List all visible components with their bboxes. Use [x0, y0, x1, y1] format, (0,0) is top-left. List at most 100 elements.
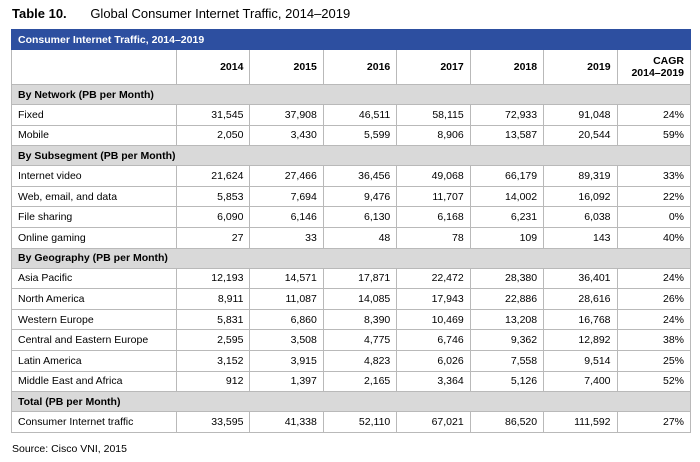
- value-cell: 2,050: [175, 124, 251, 147]
- value-cell: 52,110: [322, 411, 398, 433]
- value-cell: 14,571: [249, 267, 324, 290]
- value-cell: 6,231: [469, 206, 545, 228]
- value-cell: 3,364: [396, 370, 471, 393]
- row-label: Central and Eastern Europe: [11, 329, 177, 351]
- value-cell: 72,933: [469, 104, 545, 126]
- value-cell: 12,193: [175, 267, 251, 290]
- value-cell: 8,390: [322, 308, 398, 331]
- value-cell: 36,401: [543, 267, 618, 290]
- value-cell: 3,508: [249, 329, 324, 351]
- value-cell: 41,338: [249, 411, 324, 433]
- section-title: By Subsegment (PB per Month): [11, 145, 691, 167]
- value-cell: 4,775: [322, 329, 398, 351]
- value-cell: 5,599: [322, 124, 398, 147]
- section-header-row: By Subsegment (PB per Month): [11, 145, 691, 167]
- value-cell: 11,707: [396, 185, 471, 208]
- value-cell: 7,400: [543, 370, 618, 393]
- value-cell: 7,694: [249, 185, 324, 208]
- header-2014: 2014: [175, 49, 251, 85]
- table-row: Online gaming 27 33 48 78 109 143 40%: [11, 226, 692, 249]
- value-cell: 6,130: [322, 206, 398, 228]
- row-label: Asia Pacific: [11, 267, 177, 290]
- value-cell: 5,126: [469, 370, 545, 393]
- section-header-row: Total (PB per Month): [11, 391, 691, 413]
- value-cell: 3,915: [249, 349, 324, 372]
- header-2017: 2017: [396, 49, 471, 85]
- row-label: Online gaming: [11, 226, 177, 249]
- value-cell: 8,906: [396, 124, 471, 147]
- table-banner: Consumer Internet Traffic, 2014–2019: [11, 29, 691, 50]
- cagr-cell: 25%: [616, 349, 692, 372]
- section-title: Total (PB per Month): [11, 391, 691, 413]
- cagr-cell: 40%: [616, 226, 692, 249]
- column-header-row: 2014 2015 2016 2017 2018 2019 CAGR 2014–…: [11, 49, 692, 85]
- value-cell: 49,068: [396, 165, 471, 187]
- table-number: Table 10.: [12, 6, 67, 21]
- table-title: Global Consumer Internet Traffic, 2014–2…: [90, 6, 351, 21]
- cagr-cell: 52%: [616, 370, 692, 393]
- source-note: Source: Cisco VNI, 2015: [12, 443, 127, 455]
- value-cell: 143: [543, 226, 618, 249]
- cagr-cell: 38%: [616, 329, 692, 351]
- value-cell: 14,002: [469, 185, 545, 208]
- header-cagr-line1: CAGR: [653, 55, 684, 67]
- cagr-cell: 26%: [616, 288, 692, 310]
- value-cell: 17,943: [396, 288, 471, 310]
- table-row: Fixed 31,545 37,908 46,511 58,115 72,933 91,04…: [11, 104, 692, 126]
- value-cell: 67,021: [396, 411, 471, 433]
- header-cagr-line2: 2014–2019: [631, 67, 684, 79]
- row-label: Consumer Internet traffic: [11, 411, 177, 433]
- value-cell: 22,472: [396, 267, 471, 290]
- value-cell: 58,115: [396, 104, 471, 126]
- cagr-cell: 22%: [616, 185, 692, 208]
- value-cell: 6,746: [396, 329, 471, 351]
- value-cell: 66,179: [469, 165, 545, 187]
- cagr-cell: 27%: [616, 411, 692, 433]
- value-cell: 3,430: [249, 124, 324, 147]
- value-cell: 28,380: [469, 267, 545, 290]
- value-cell: 5,853: [175, 185, 251, 208]
- value-cell: 912: [175, 370, 251, 393]
- value-cell: 7,558: [469, 349, 545, 372]
- value-cell: 28,616: [543, 288, 618, 310]
- value-cell: 10,469: [396, 308, 471, 331]
- value-cell: 9,362: [469, 329, 545, 351]
- cagr-cell: 24%: [616, 308, 692, 331]
- value-cell: 111,592: [543, 411, 618, 433]
- header-2018: 2018: [469, 49, 545, 85]
- cagr-cell: 24%: [616, 267, 692, 290]
- table-row: File sharing 6,090 6,146 6,130 6,168 6,231 6,0…: [11, 206, 692, 228]
- value-cell: 16,768: [543, 308, 618, 331]
- value-cell: 9,476: [322, 185, 398, 208]
- value-cell: 31,545: [175, 104, 251, 126]
- table-row: Internet video 21,624 27,466 36,456 49,068 66…: [11, 165, 692, 187]
- value-cell: 1,397: [249, 370, 324, 393]
- table-row: North America 8,911 11,087 14,085 17,943 22,8…: [11, 288, 692, 310]
- row-label: Internet video: [11, 165, 177, 187]
- value-cell: 21,624: [175, 165, 251, 187]
- header-blank: [11, 49, 177, 85]
- value-cell: 12,892: [543, 329, 618, 351]
- cagr-cell: 33%: [616, 165, 692, 187]
- section-title: By Geography (PB per Month): [11, 247, 691, 269]
- value-cell: 33,595: [175, 411, 251, 433]
- header-2016: 2016: [322, 49, 398, 85]
- section-header-row: By Geography (PB per Month): [11, 247, 691, 269]
- table-row: Middle East and Africa 912 1,397 2,165 3,364…: [11, 370, 692, 393]
- cagr-cell: 0%: [616, 206, 692, 228]
- row-label: North America: [11, 288, 177, 310]
- value-cell: 14,085: [322, 288, 398, 310]
- value-cell: 91,048: [543, 104, 618, 126]
- value-cell: 11,087: [249, 288, 324, 310]
- row-label: Middle East and Africa: [11, 370, 177, 393]
- value-cell: 20,544: [543, 124, 618, 147]
- value-cell: 86,520: [469, 411, 545, 433]
- table-row: Consumer Internet traffic 33,595 41,338 52,…: [11, 411, 692, 433]
- value-cell: 37,908: [249, 104, 324, 126]
- value-cell: 3,152: [175, 349, 251, 372]
- traffic-table: Consumer Internet Traffic, 2014–2019 201…: [11, 29, 692, 433]
- value-cell: 6,026: [396, 349, 471, 372]
- value-cell: 17,871: [322, 267, 398, 290]
- value-cell: 27,466: [249, 165, 324, 187]
- value-cell: 5,831: [175, 308, 251, 331]
